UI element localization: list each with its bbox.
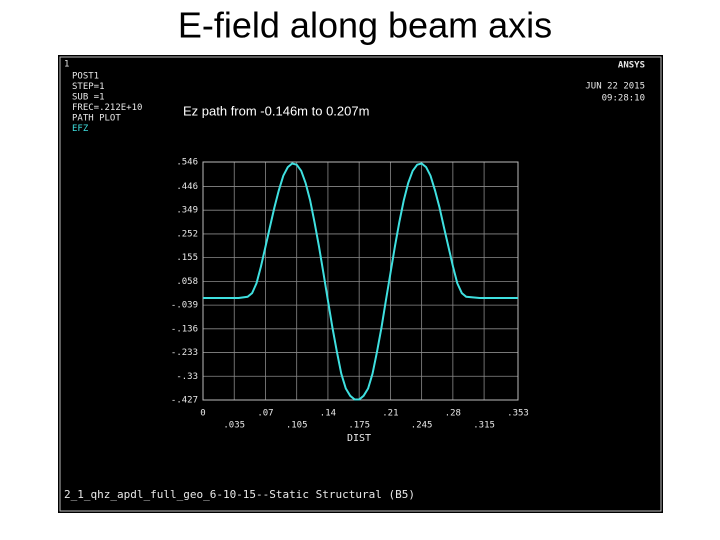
- footer: 2_1_qhz_apdl_full_geo_6-10-15--Static St…: [64, 488, 415, 501]
- y-tick-label: .252: [176, 229, 198, 239]
- logo: ANSYS: [618, 61, 645, 71]
- slide-title: E-field along beam axis: [178, 5, 552, 46]
- header-line: SUB =1: [72, 93, 105, 103]
- y-tick-label: .349: [176, 206, 198, 216]
- x-tick-label: .353: [507, 409, 529, 419]
- annotation: Ez path from -0.146m to 0.207m: [183, 103, 369, 118]
- x-tick-label: .14: [320, 409, 336, 419]
- x-tick-label: .28: [445, 409, 461, 419]
- x-tick-label: .315: [473, 421, 495, 431]
- plot-frame: [202, 161, 519, 401]
- y-tick-label: -.136: [171, 324, 198, 334]
- x-tick-label: .105: [286, 421, 308, 431]
- header-line: FREC=.212E+10: [72, 103, 142, 113]
- time: 09:28:10: [602, 94, 645, 104]
- header-line: PATH PLOT: [72, 114, 121, 124]
- x-tick-label: .07: [257, 409, 273, 419]
- x-axis-label: DIST: [347, 433, 371, 444]
- y-tick-label: .155: [176, 253, 198, 263]
- x-tick-label: .21: [382, 409, 398, 419]
- y-tick-label: -.427: [171, 396, 198, 406]
- header-line: STEP=1: [72, 82, 105, 92]
- y-tick-label: .058: [176, 277, 198, 287]
- x-tick-label: .245: [411, 421, 433, 431]
- ansys-screen: [58, 55, 663, 513]
- x-tick-label: .175: [348, 421, 370, 431]
- y-tick-label: -.233: [171, 348, 198, 358]
- window-number: 1: [64, 60, 69, 70]
- date: JUN 22 2015: [585, 82, 645, 92]
- y-tick-label: .546: [176, 158, 198, 168]
- y-tick-label: -.33: [176, 372, 198, 382]
- x-tick-label: .035: [223, 421, 245, 431]
- screen-frame: [59, 56, 662, 512]
- y-tick-label: -.039: [171, 301, 198, 311]
- header-line: POST1: [72, 72, 99, 82]
- x-tick-label: 0: [200, 409, 205, 419]
- legend-entry: EFZ: [72, 124, 89, 134]
- y-tick-label: .446: [176, 182, 198, 192]
- data-line: [203, 162, 518, 401]
